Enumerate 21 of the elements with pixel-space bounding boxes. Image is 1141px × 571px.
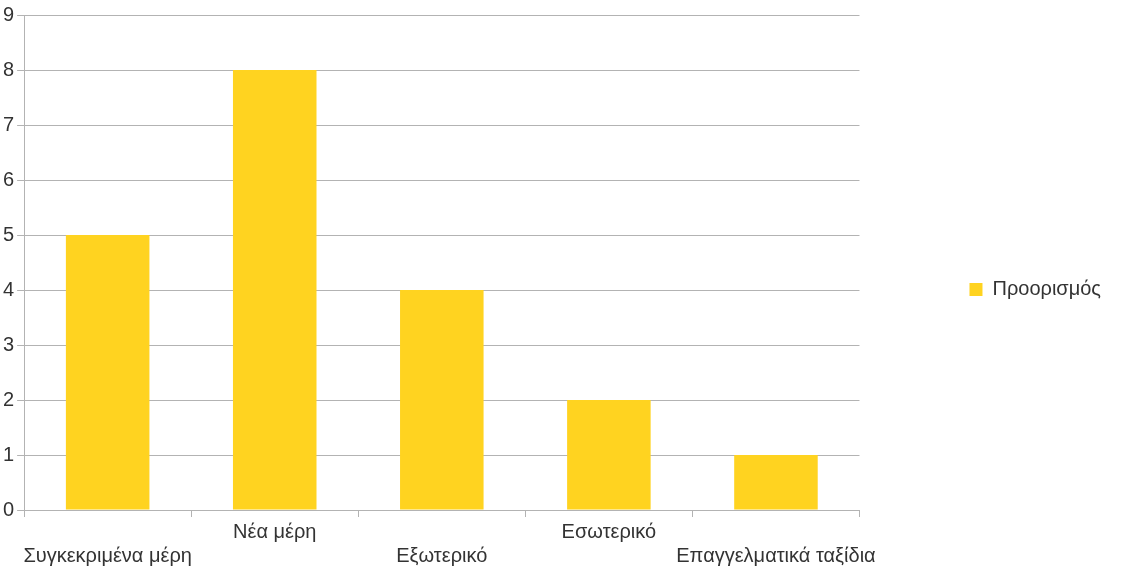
x-tick-label: Επαγγελματικά ταξίδια — [676, 543, 876, 566]
y-tick-label: 8 — [3, 57, 15, 80]
bar — [65, 235, 150, 510]
x-tick-label: Εξωτερικό — [396, 543, 488, 566]
y-tick-label: 3 — [3, 332, 15, 355]
y-tick-label: 7 — [3, 112, 15, 135]
bar — [567, 400, 651, 510]
y-tick-label: 0 — [3, 497, 15, 520]
y-tick-label: 1 — [3, 442, 15, 465]
y-tick-label: 2 — [3, 387, 15, 410]
y-tick-label: 6 — [3, 167, 15, 190]
y-tick-label: 9 — [3, 2, 15, 25]
legend-label: Προορισμός — [992, 277, 1102, 300]
bar — [400, 290, 484, 510]
y-tick-label: 4 — [3, 277, 15, 300]
bar — [232, 70, 317, 510]
x-tick-label: Νέα μέρη — [233, 519, 317, 542]
bar — [734, 455, 818, 510]
x-tick-label: Εσωτερικό — [561, 519, 657, 542]
x-tick-label: Συγκεκριμένα μέρη — [23, 543, 192, 566]
y-tick-label: 5 — [3, 222, 15, 245]
